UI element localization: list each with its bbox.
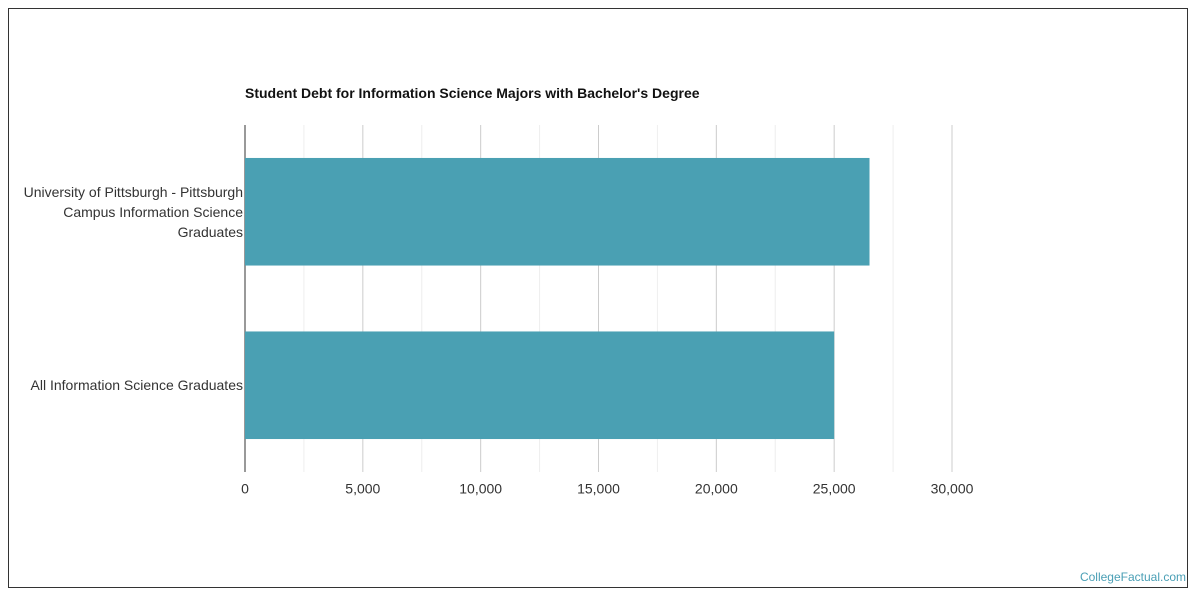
source-credit: CollegeFactual.com xyxy=(1079,570,1186,584)
x-tick-label: 15,000 xyxy=(577,481,620,497)
bar xyxy=(245,157,870,266)
y-tick-label: All Information Science Graduates xyxy=(30,377,243,394)
x-tick-label: 10,000 xyxy=(459,481,502,497)
bar xyxy=(245,331,835,440)
y-tick-label: University of Pittsburgh - Pittsburgh Ca… xyxy=(23,183,243,240)
x-tick-label: 5,000 xyxy=(345,481,380,497)
x-tick-label: 25,000 xyxy=(813,481,856,497)
x-tick-label: 0 xyxy=(241,481,249,497)
chart-title: Student Debt for Information Science Maj… xyxy=(245,85,700,101)
x-tick-label: 30,000 xyxy=(931,481,974,497)
chart-frame xyxy=(8,8,1188,588)
x-tick-label: 20,000 xyxy=(695,481,738,497)
